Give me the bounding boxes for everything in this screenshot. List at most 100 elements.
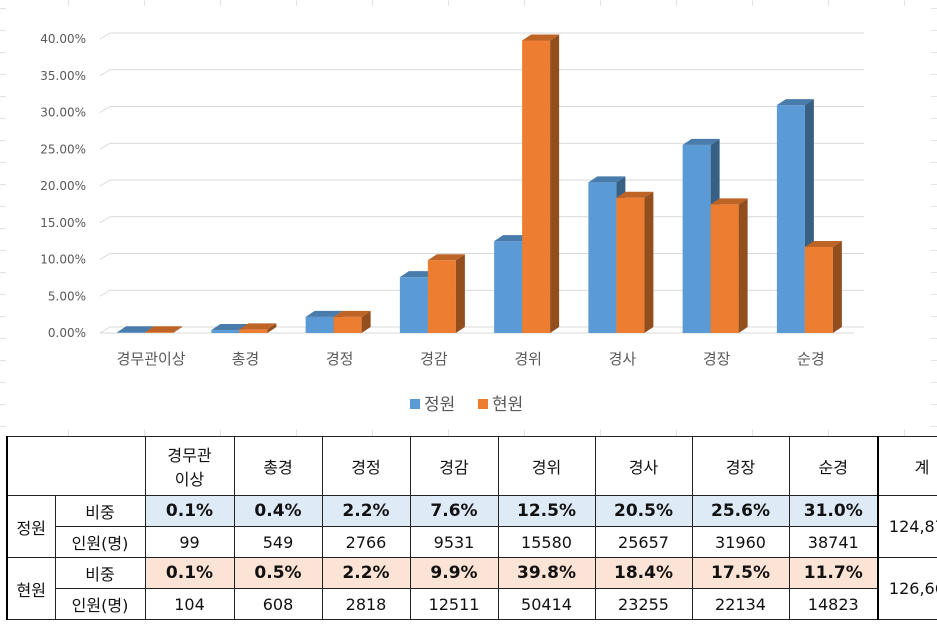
table-cell: 99 — [144, 526, 235, 558]
row-label: 비중 — [54, 495, 146, 527]
y-tick-label: 35.00% — [40, 69, 86, 83]
bar-front — [494, 241, 523, 333]
table-cell: 39.8% — [497, 557, 596, 589]
table-cell: 7.6% — [409, 495, 499, 527]
x-tick-label: 경장 — [703, 350, 731, 368]
table-cell: 12511 — [409, 588, 499, 620]
row-label: 비중 — [54, 557, 146, 589]
gridline-slant — [99, 289, 111, 297]
corner-cell — [6, 436, 146, 496]
table-cell: 0.1% — [144, 495, 235, 527]
table-cell: 2.2% — [321, 495, 411, 527]
y-tick-label: 20.00% — [40, 179, 86, 193]
bar-top — [427, 254, 465, 261]
table-cell: 549 — [233, 526, 323, 558]
gridline-slant — [99, 326, 111, 334]
bar-top — [305, 310, 343, 317]
bar-side — [173, 326, 183, 333]
bar-front — [305, 316, 334, 333]
table-cell: 25.6% — [691, 495, 790, 527]
table-cell: 14823 — [788, 588, 879, 620]
bar-top — [145, 326, 183, 333]
table-cell: 0.1% — [144, 557, 235, 589]
bar-front — [522, 40, 551, 333]
bar-front — [117, 332, 146, 333]
table-cell: 17.5% — [691, 557, 790, 589]
row-label: 인원(명) — [54, 588, 146, 620]
total-cell: 124,873 — [877, 495, 937, 558]
row-label: 인원(명) — [54, 526, 146, 558]
group-label: 현원 — [6, 557, 56, 620]
gridline-slant — [99, 142, 111, 150]
table-cell: 20.5% — [594, 495, 693, 527]
bar-front — [399, 277, 428, 333]
bar-side — [550, 34, 560, 333]
bar-front — [804, 247, 833, 333]
table-cell: 50414 — [497, 588, 596, 620]
y-tick-label: 25.00% — [40, 142, 86, 156]
table-cell: 11.7% — [788, 557, 879, 589]
bar-front — [211, 330, 240, 333]
table-cell: 12.5% — [497, 495, 596, 527]
header-cell-total: 계 — [877, 436, 937, 496]
header-cell: 경위 — [497, 436, 596, 496]
bar-front — [682, 144, 711, 333]
bar-front — [427, 260, 456, 333]
bar-side — [361, 310, 371, 333]
bar-top — [399, 271, 437, 278]
bar-top — [117, 326, 155, 333]
header-cell: 경정 — [321, 436, 411, 496]
gridline-slant — [99, 253, 111, 260]
bar-side — [738, 198, 748, 333]
table-cell: 9531 — [409, 526, 499, 558]
table-cell: 18.4% — [594, 557, 693, 589]
legend-swatch — [478, 399, 488, 409]
bar-side — [644, 191, 654, 333]
bar-side — [267, 323, 277, 333]
table-cell: 23255 — [594, 588, 693, 620]
bar-top — [776, 99, 814, 106]
header-cell: 총경 — [233, 436, 323, 496]
x-tick-label: 경무관이상 — [117, 350, 186, 368]
table-cell: 2.2% — [321, 557, 411, 589]
y-tick-label: 40.00% — [40, 32, 86, 46]
table-cell: 25657 — [594, 526, 693, 558]
table-cell: 0.4% — [233, 495, 323, 527]
x-tick-label: 경정 — [326, 350, 354, 368]
table-cell: 38741 — [788, 526, 879, 558]
legend-label: 현원 — [492, 395, 523, 415]
header-cell: 경장 — [691, 436, 790, 496]
bar-side — [832, 241, 842, 333]
legend-label: 정원 — [424, 395, 455, 415]
gridline-slant — [99, 179, 111, 187]
y-tick-label: 5.00% — [48, 289, 86, 303]
y-tick-label: 30.00% — [40, 106, 86, 120]
table-cell: 15580 — [497, 526, 596, 558]
bar-chart: 0.00% 5.00% 10.00% 15.00% 20.00% 25.00% 30.00%… — [40, 32, 864, 415]
legend-swatch — [410, 399, 420, 409]
bar-top — [588, 176, 626, 183]
bar-top — [239, 323, 277, 330]
gridline-slant — [99, 69, 111, 77]
bar-front — [588, 182, 617, 333]
bar-top — [494, 235, 532, 242]
table-cell: 2766 — [321, 526, 411, 558]
data-table: 경무관 이상 총경 경정 경감 경위 경사 경장 순경 계 정원 비중 0.1% … — [6, 436, 937, 620]
y-tick-label: 15.00% — [40, 216, 86, 230]
bar-side — [455, 254, 465, 333]
bar-front — [333, 316, 362, 333]
table-cell: 0.5% — [233, 557, 323, 589]
table-cell: 9.9% — [409, 557, 499, 589]
total-cell: 126,667 — [877, 557, 937, 620]
x-tick-label: 경위 — [514, 350, 542, 368]
y-tick-label: 10.00% — [40, 253, 86, 267]
bar-front — [776, 105, 805, 334]
bar-front — [616, 197, 645, 333]
table-cell: 608 — [233, 588, 323, 620]
table-cell: 31.0% — [788, 495, 879, 527]
bar-top — [682, 138, 720, 145]
bar-front — [239, 329, 268, 333]
gridline-slant — [99, 216, 111, 224]
x-tick-label: 순경 — [797, 350, 825, 368]
header-cell: 경사 — [594, 436, 693, 496]
